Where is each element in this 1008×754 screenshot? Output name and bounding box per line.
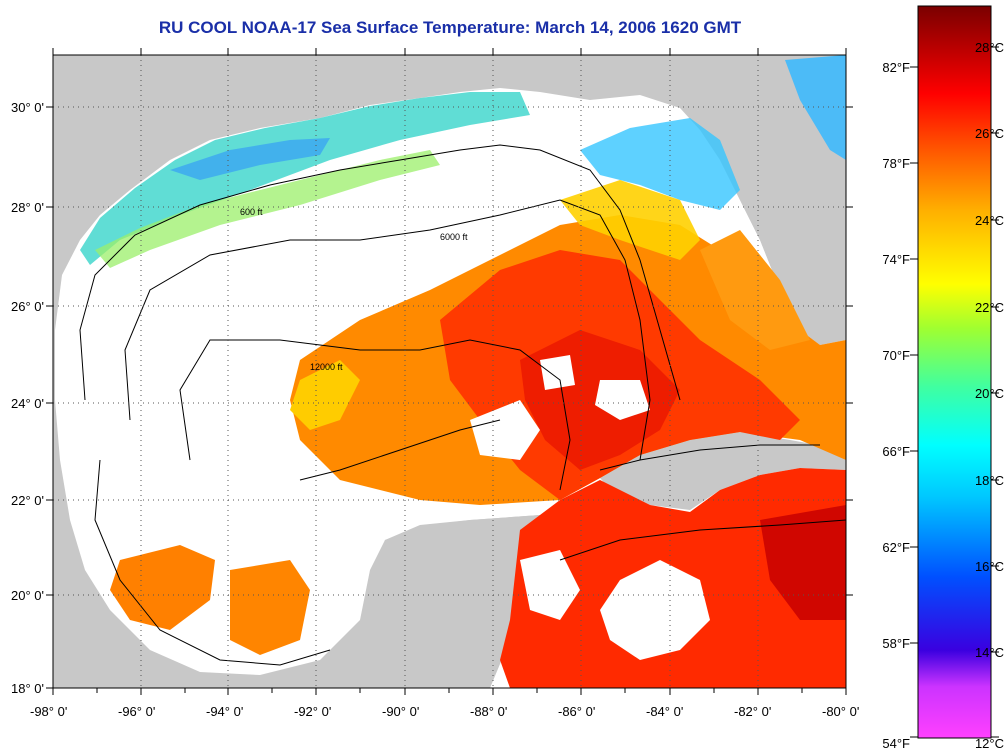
colorbar-ticks	[910, 46, 999, 738]
colorbar	[917, 5, 992, 739]
lon-label: -92° 0'	[294, 704, 331, 719]
lat-label: 26° 0'	[11, 299, 44, 314]
caribbean-cloud-2	[520, 550, 580, 620]
lon-label: -80° 0'	[822, 704, 859, 719]
fahrenheit-label: 54°F	[882, 736, 910, 751]
fahrenheit-label: 58°F	[882, 636, 910, 651]
lat-label: 18° 0'	[11, 681, 44, 696]
longitude-labels: -98° 0' -96° 0' -94° 0' -92° 0' -90° 0' …	[30, 704, 859, 719]
contour-6000	[124, 199, 651, 461]
fahrenheit-label: 70°F	[882, 348, 910, 363]
contour-12000	[179, 339, 571, 491]
contour-caribbean	[559, 519, 846, 561]
lat-label: 30° 0'	[11, 100, 44, 115]
celsius-label: 14°C	[975, 645, 1004, 660]
axis-ticks	[46, 48, 853, 695]
latitude-labels: 30° 0' 28° 0' 26° 0' 24° 0' 22° 0' 20° 0…	[11, 100, 44, 696]
campeche-warm	[110, 545, 215, 630]
celsius-label: 18°C	[975, 473, 1004, 488]
cool-band-east	[580, 118, 740, 210]
contour-lines	[79, 144, 846, 666]
lon-label: -96° 0'	[118, 704, 155, 719]
celsius-label: 24°C	[975, 213, 1004, 228]
celsius-label: 20°C	[975, 386, 1004, 401]
cuba-land	[600, 432, 846, 510]
map-title: RU COOL NOAA-17 Sea Surface Temperature:…	[158, 18, 742, 37]
fahrenheit-labels: 82°F 78°F 74°F 70°F 66°F 62°F 58°F 54°F	[882, 60, 910, 751]
cloud-patch-3	[595, 380, 650, 420]
lon-label: -86° 0'	[558, 704, 595, 719]
fahrenheit-label: 74°F	[882, 252, 910, 267]
contour-label-6000: 6000 ft	[440, 232, 468, 242]
fahrenheit-label: 66°F	[882, 444, 910, 459]
lon-label: -90° 0'	[382, 704, 419, 719]
yucatan-land	[330, 515, 560, 688]
celsius-label: 12°C	[975, 736, 1004, 751]
graticule	[53, 55, 846, 688]
lat-label: 22° 0'	[11, 493, 44, 508]
florida-west-warm	[700, 230, 810, 350]
west-yellow-patch	[290, 360, 360, 430]
florida-land	[700, 55, 846, 345]
contour-600	[79, 144, 681, 401]
campeche-warm-2	[230, 560, 310, 655]
celsius-label: 26°C	[975, 126, 1004, 141]
lon-label: -84° 0'	[646, 704, 683, 719]
contour-west-600	[94, 459, 331, 666]
northeast-yellow	[560, 180, 700, 260]
fahrenheit-label: 82°F	[882, 60, 910, 75]
lon-label: -98° 0'	[30, 704, 67, 719]
fahrenheit-label: 62°F	[882, 540, 910, 555]
lon-label: -94° 0'	[206, 704, 243, 719]
lat-label: 24° 0'	[11, 396, 44, 411]
florida-east-cool	[785, 55, 846, 160]
lon-label: -88° 0'	[470, 704, 507, 719]
celsius-labels: 28°C 26°C 24°C 22°C 20°C 18°C 16°C 14°C …	[975, 40, 1004, 751]
map-area: 600 ft 6000 ft 12000 ft	[53, 55, 846, 688]
lat-label: 28° 0'	[11, 200, 44, 215]
contour-cuba	[599, 444, 820, 471]
cool-band-green	[95, 150, 440, 268]
celsius-label: 16°C	[975, 559, 1004, 574]
cloud-patch-2	[540, 355, 575, 390]
lat-label: 20° 0'	[11, 588, 44, 603]
celsius-label: 22°C	[975, 300, 1004, 315]
lon-label: -82° 0'	[734, 704, 771, 719]
contour-label-600: 600 ft	[240, 207, 263, 217]
cloud-patch-1	[470, 400, 540, 460]
celsius-label: 28°C	[975, 40, 1004, 55]
contour-mid	[299, 419, 501, 481]
contour-label-12000: 12000 ft	[310, 362, 343, 372]
fahrenheit-label: 78°F	[882, 156, 910, 171]
cool-band	[80, 92, 530, 265]
cool-band-blue	[170, 138, 330, 180]
caribbean-dark	[760, 505, 846, 620]
caribbean-cloud-1	[600, 560, 710, 660]
